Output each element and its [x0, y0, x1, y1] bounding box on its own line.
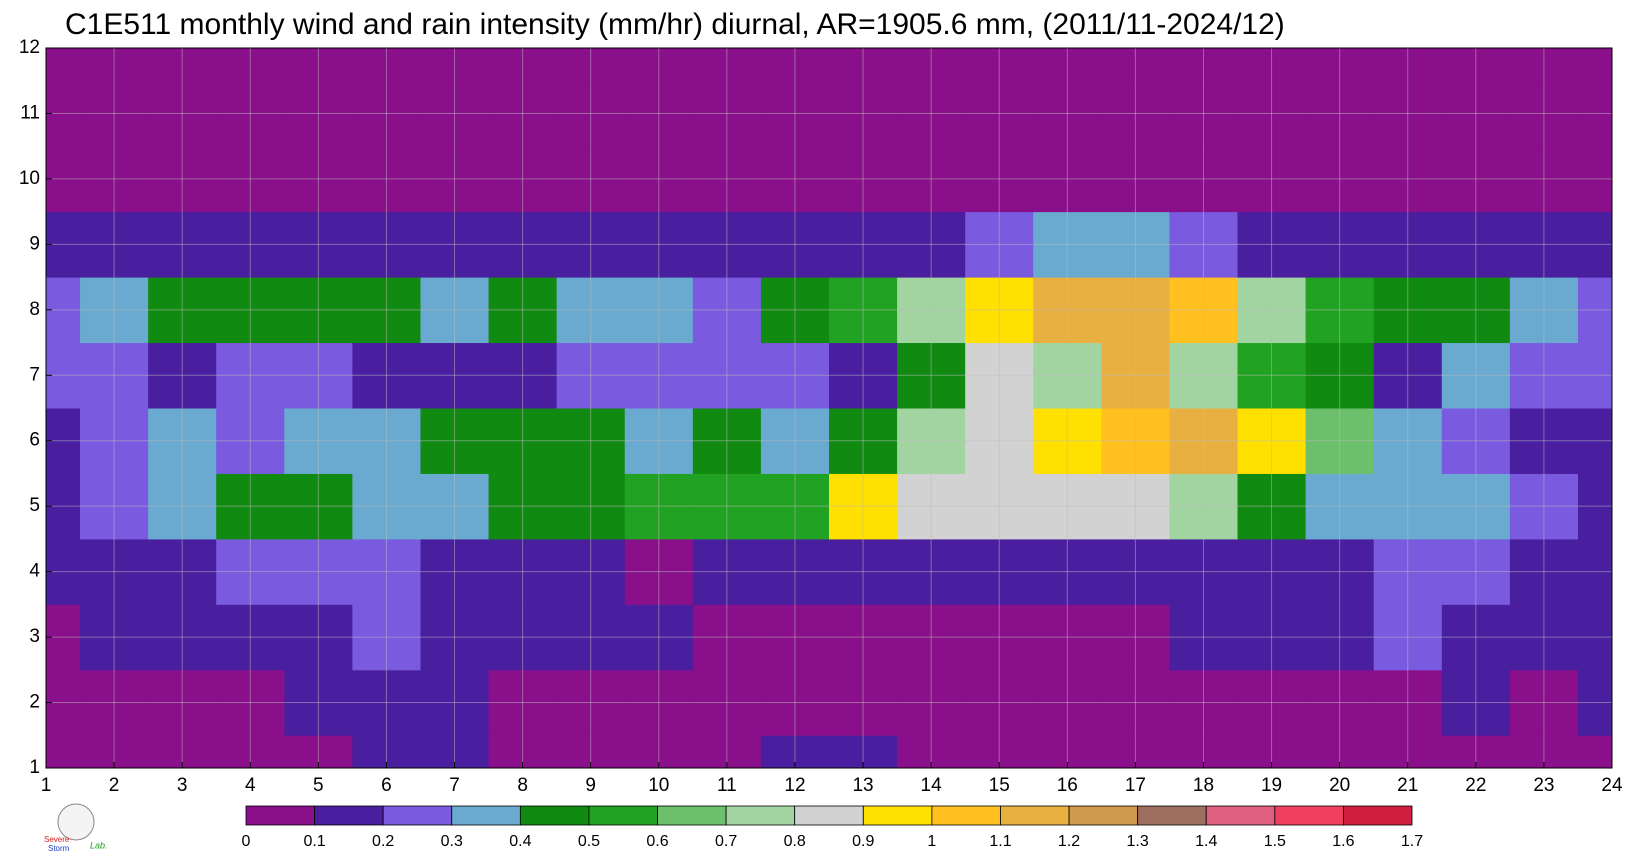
colorbar-label: 1.2 — [1058, 833, 1080, 850]
colorbar-label: 1.3 — [1127, 833, 1149, 850]
colorbar-label: 0.2 — [372, 833, 394, 850]
x-tick-label: 2 — [109, 775, 120, 796]
x-tick-label: 5 — [313, 775, 324, 796]
colorbar-cell — [725, 805, 796, 826]
colorbar-label: 1 — [927, 833, 936, 850]
y-tick-label: 3 — [29, 626, 40, 647]
colorbar-label: 0.8 — [784, 833, 806, 850]
x-tick-label: 19 — [1261, 775, 1282, 796]
chart-title: C1E511 monthly wind and rain intensity (… — [65, 8, 1285, 41]
logo-text: Severe — [44, 835, 70, 844]
colorbar-label: 0.9 — [852, 833, 874, 850]
colorbar-cell — [657, 805, 727, 826]
colorbar-label: 1.7 — [1401, 833, 1423, 850]
colorbar-cell — [1274, 805, 1344, 826]
x-tick-label: 8 — [517, 775, 528, 796]
colorbar-cell — [1205, 805, 1276, 826]
colorbar-label: 0.6 — [646, 833, 668, 850]
x-tick-label: 7 — [449, 775, 460, 796]
logo: Severe Storm Lab. — [44, 803, 108, 853]
y-tick-label: 6 — [29, 430, 40, 451]
x-tick-label: 10 — [648, 775, 669, 796]
x-tick-label: 16 — [1057, 775, 1078, 796]
colorbar-cell — [245, 805, 315, 826]
x-tick-label: 21 — [1397, 775, 1418, 796]
contour-cell — [1577, 735, 1612, 768]
plot-frame — [45, 47, 1613, 769]
y-tick-label: 7 — [29, 364, 40, 385]
logo-text: Storm — [48, 844, 70, 853]
colorbar-cell — [1137, 805, 1207, 826]
colorbar-label: 1.1 — [989, 833, 1011, 850]
y-tick-label: 8 — [29, 299, 40, 320]
x-tick-label: 15 — [989, 775, 1010, 796]
x-tick-label: 17 — [1125, 775, 1146, 796]
contour-field — [46, 48, 1612, 768]
colorbar-cell — [519, 805, 590, 826]
x-tick-label: 4 — [245, 775, 256, 796]
y-tick-label: 12 — [19, 37, 40, 58]
contour-cell — [46, 48, 81, 82]
x-tick-label: 24 — [1601, 775, 1623, 796]
x-tick-label: 12 — [784, 775, 805, 796]
y-tick-label: 2 — [29, 692, 40, 713]
colorbar-cell — [931, 805, 1001, 826]
colorbar-label: 0.4 — [509, 833, 531, 850]
x-tick-label: 11 — [717, 775, 737, 796]
colorbar-label: 1.4 — [1195, 833, 1217, 850]
x-tick-label: 23 — [1533, 775, 1554, 796]
x-tick-label: 1 — [41, 775, 52, 796]
colorbar-cell — [862, 805, 933, 826]
x-tick-label: 9 — [585, 775, 596, 796]
colorbar-label: 1.6 — [1332, 833, 1354, 850]
y-tick-label: 4 — [29, 561, 40, 582]
colorbar-cell — [588, 805, 658, 826]
y-tick-label: 5 — [29, 495, 40, 516]
colorbar-label: 0.7 — [715, 833, 737, 850]
colorbar-label: 0 — [242, 833, 251, 850]
colorbar-cell — [1068, 805, 1139, 826]
y-tick-label: 9 — [29, 233, 40, 254]
contour-cell — [46, 735, 81, 768]
y-tick-label: 11 — [20, 102, 40, 123]
x-tick-label: 18 — [1193, 775, 1214, 796]
colorbar-label: 0.3 — [441, 833, 463, 850]
colorbar-label: 1.5 — [1264, 833, 1286, 850]
colorbar-cell — [794, 805, 864, 826]
x-tick-label: 3 — [177, 775, 188, 796]
x-tick-label: 13 — [852, 775, 873, 796]
colorbar-cell — [451, 805, 521, 826]
colorbar-label: 0.5 — [578, 833, 600, 850]
y-tick-label: 1 — [29, 757, 40, 778]
colorbar-cell — [1000, 805, 1070, 826]
x-tick-label: 14 — [921, 775, 943, 796]
logo-seal — [57, 803, 95, 841]
x-tick-label: 22 — [1465, 775, 1486, 796]
colorbar-cell — [1343, 805, 1413, 826]
x-tick-label: 6 — [381, 775, 392, 796]
y-tick-label: 10 — [19, 168, 40, 189]
x-tick-label: 20 — [1329, 775, 1350, 796]
colorbar-label: 0.1 — [303, 833, 325, 850]
colorbar-cell — [382, 805, 453, 826]
logo-text: Lab. — [90, 840, 108, 850]
contour-cell — [1577, 48, 1612, 82]
colorbar-cell — [314, 805, 384, 826]
